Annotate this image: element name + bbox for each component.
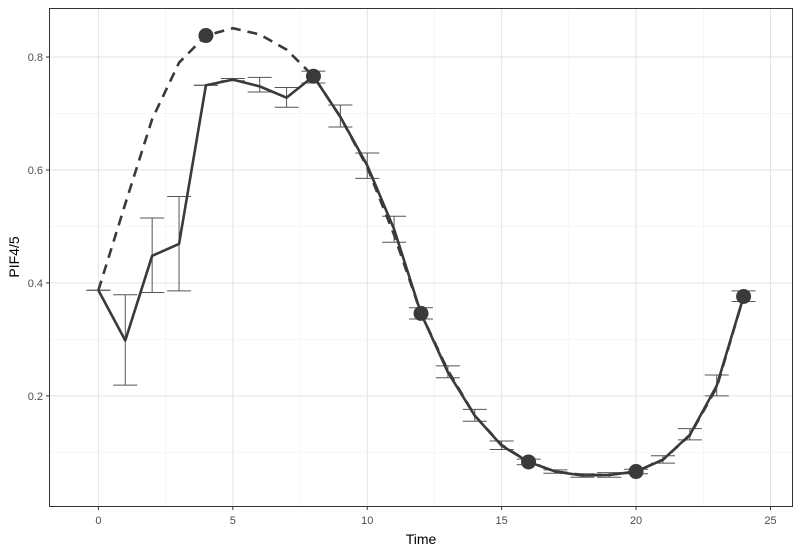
x-axis-title: Time bbox=[406, 531, 437, 547]
data-point-marker bbox=[521, 454, 537, 470]
y-tick-label: 0.6 bbox=[28, 165, 43, 177]
gridlines bbox=[50, 9, 792, 506]
x-tick-label: 25 bbox=[764, 515, 776, 527]
x-tick-label: 0 bbox=[95, 515, 101, 527]
y-tick-label: 0.8 bbox=[28, 52, 43, 64]
data-point-marker bbox=[305, 68, 321, 84]
data-point-marker bbox=[628, 464, 644, 480]
x-tick-label: 10 bbox=[361, 515, 373, 527]
dashed-series-line bbox=[97, 26, 745, 477]
plot-series bbox=[86, 26, 756, 480]
data-point-marker bbox=[198, 28, 214, 44]
axes: 0 5 10 15 20 25 0.2 0.4 0.6 0.8 bbox=[28, 52, 777, 527]
panel-border bbox=[49, 8, 793, 507]
x-tick-label: 15 bbox=[496, 515, 508, 527]
y-axis-title: PIF4/5 bbox=[6, 236, 22, 277]
solid-series-line bbox=[97, 74, 745, 477]
x-tick-label: 5 bbox=[230, 515, 236, 527]
x-tick-label: 20 bbox=[630, 515, 642, 527]
y-tick-label: 0.4 bbox=[28, 278, 43, 290]
y-tick-label: 0.2 bbox=[28, 391, 43, 403]
data-point-marker bbox=[413, 305, 429, 321]
data-point-marker bbox=[736, 288, 752, 304]
